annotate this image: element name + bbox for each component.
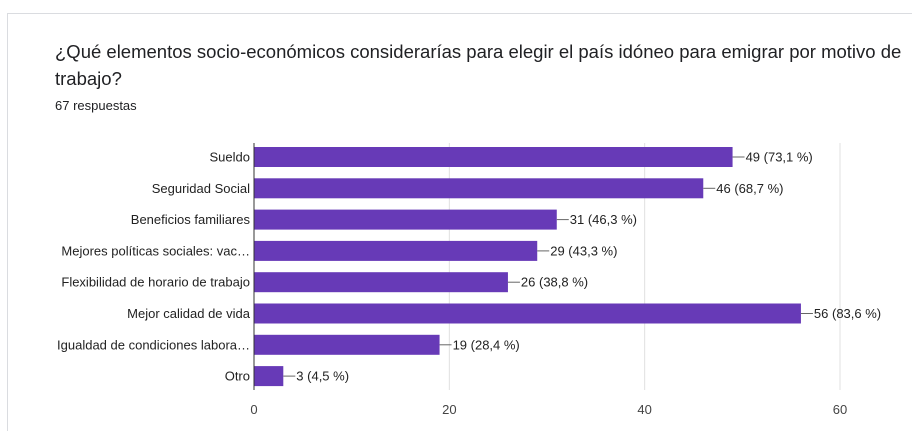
data-label: 3 (4,5 %): [296, 369, 349, 384]
data-label: 29 (43,3 %): [550, 243, 617, 258]
category-label: Beneficios familiares: [131, 212, 251, 227]
category-label: Mejores políticas sociales: vac…: [61, 243, 250, 258]
category-label: Seguridad Social: [152, 181, 250, 196]
data-label: 26 (38,8 %): [521, 275, 588, 290]
question-title: ¿Qué elementos socio-económicos consider…: [55, 41, 902, 89]
bar: [254, 303, 801, 324]
x-tick-label: 60: [833, 402, 847, 417]
category-label: Mejor calidad de vida: [127, 306, 251, 321]
category-label: Igualdad de condiciones labora…: [57, 337, 250, 352]
category-label: Sueldo: [210, 150, 250, 165]
x-tick-label: 0: [250, 402, 257, 417]
bar: [254, 147, 733, 167]
x-tick-label: 40: [637, 402, 651, 417]
category-label: Flexibilidad de horario de trabajo: [61, 275, 250, 290]
data-label: 56 (83,6 %): [814, 306, 881, 321]
bar: [254, 366, 284, 387]
x-tick-label: 20: [442, 402, 456, 417]
bar: [254, 209, 557, 230]
data-label: 19 (28,4 %): [453, 337, 520, 352]
data-label: 31 (46,3 %): [570, 212, 637, 227]
bar: [254, 334, 440, 355]
response-count: 67 respuestas: [55, 98, 137, 113]
data-label: 49 (73,1 %): [746, 150, 813, 165]
category-label: Otro: [225, 369, 250, 384]
data-label: 46 (68,7 %): [716, 181, 783, 196]
bar: [254, 178, 704, 199]
bar: [254, 240, 538, 261]
bar: [254, 272, 508, 293]
